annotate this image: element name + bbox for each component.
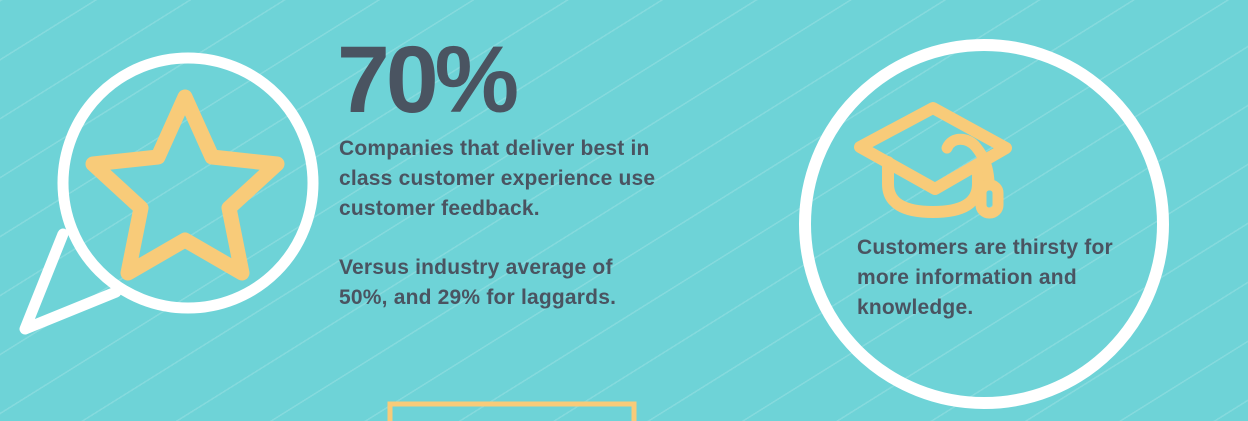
- star-icon: [85, 89, 285, 281]
- knowledge-text-line: more information and: [857, 266, 1077, 289]
- stat-comparison-line: Versus industry average of: [339, 256, 613, 279]
- knowledge-text-line: Customers are thirsty for: [857, 236, 1113, 259]
- knowledge-text: Customers are thirsty for more informati…: [857, 233, 1113, 323]
- stat-description-line: Companies that deliver best in: [339, 137, 650, 160]
- rectangle-outline-box: [387, 401, 637, 421]
- stat-comparison-line: 50%, and 29% for laggards.: [339, 286, 617, 309]
- stat-description: Companies that deliver best in class cus…: [339, 134, 655, 224]
- circle-outline-icon: [799, 39, 1169, 409]
- graduation-cap-icon: [854, 102, 1012, 219]
- stat-description-line: class customer experience use: [339, 167, 656, 190]
- stat-comparison: Versus industry average of 50%, and 29% …: [339, 253, 616, 313]
- knowledge-text-line: knowledge.: [857, 296, 974, 319]
- stat-description-line: customer feedback.: [339, 197, 540, 220]
- stat-value: 70%: [337, 27, 519, 133]
- speech-bubble-icon: [19, 52, 319, 335]
